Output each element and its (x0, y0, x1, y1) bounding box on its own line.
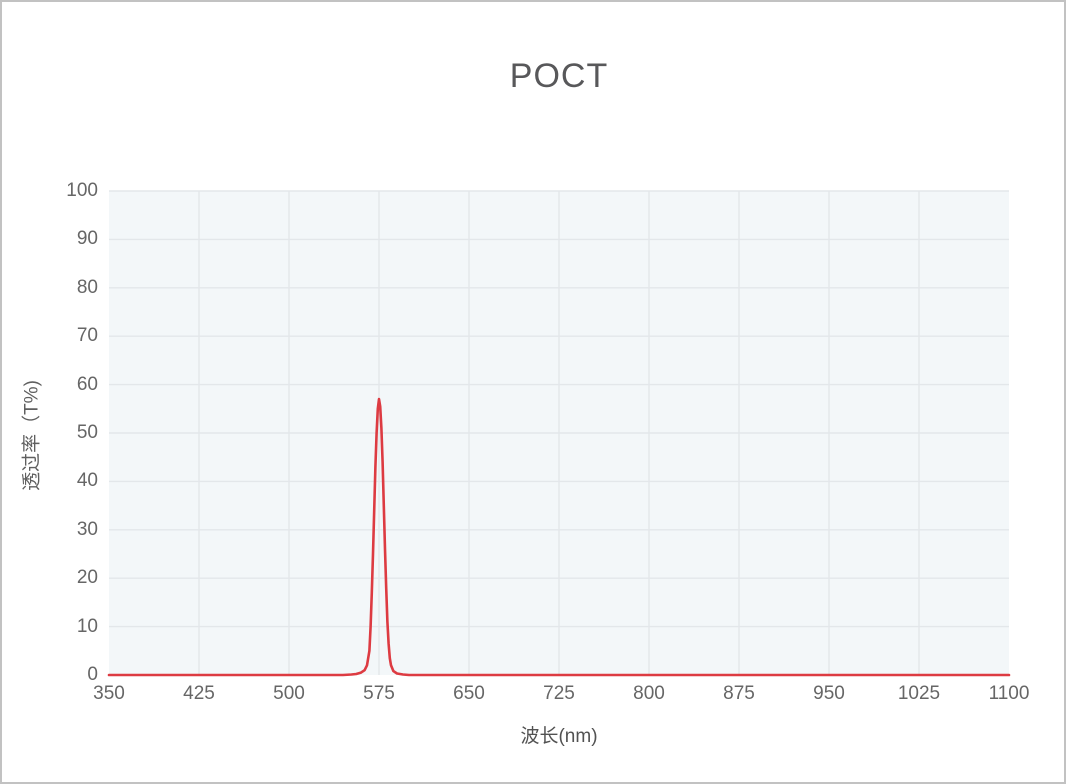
line-chart-svg (107, 190, 1011, 677)
x-tick-label: 800 (633, 683, 665, 704)
x-tick-label: 1025 (897, 683, 941, 704)
y-tick-label: 80 (76, 276, 98, 298)
x-tick-label: 575 (363, 683, 395, 704)
y-tick-label: 60 (76, 373, 98, 395)
y-tick-label: 100 (66, 180, 98, 201)
x-tick-label: 1100 (988, 683, 1030, 704)
x-tick-label: 725 (543, 683, 575, 704)
plot-area (107, 190, 1011, 677)
x-tick-label: 350 (93, 683, 125, 704)
x-tick-label: 425 (183, 683, 215, 704)
x-tick-label: 875 (723, 683, 755, 704)
y-tick-label: 70 (76, 325, 98, 347)
x-tick-label: 500 (273, 683, 305, 704)
y-tick-label: 10 (76, 615, 98, 637)
y-tick-label: 20 (76, 567, 98, 589)
y-tick-label: 30 (76, 518, 98, 540)
x-tick-label: 650 (453, 683, 485, 704)
series-line (107, 397, 1011, 677)
x-axis-title: 波长(nm) (520, 726, 598, 747)
x-tick-label: 950 (813, 683, 845, 704)
y-tick-label: 40 (76, 470, 98, 492)
y-axis-title: 透过率（T%) (21, 380, 43, 491)
y-tick-label: 90 (76, 228, 98, 250)
y-tick-label: 0 (87, 664, 98, 685)
chart-title: POCT (509, 57, 609, 95)
y-tick-label: 50 (76, 422, 98, 443)
